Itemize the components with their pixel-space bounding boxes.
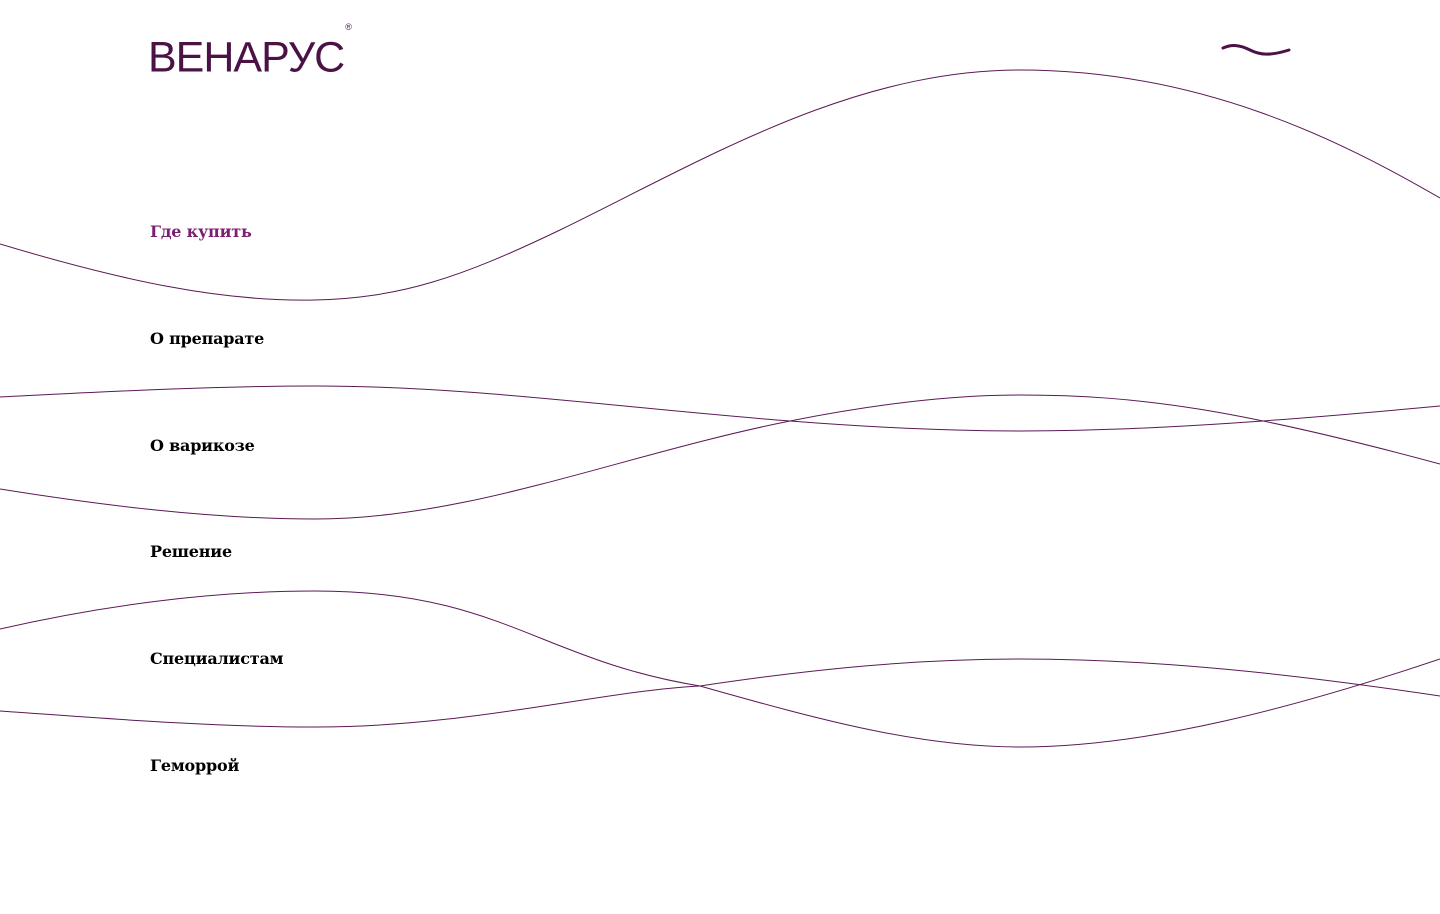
wave-line — [0, 658, 1440, 728]
nav-item-about-drug: О препарате — [150, 327, 283, 434]
nav-link-solution[interactable]: Решение — [150, 542, 232, 562]
registered-mark: ® — [345, 22, 352, 32]
nav-link-where-to-buy[interactable]: Где купить — [150, 222, 252, 241]
wave-close-icon — [1221, 44, 1291, 56]
wave-line — [0, 69, 1440, 301]
wave-line — [0, 385, 1440, 432]
logo-text: ВЕНАРУС — [148, 33, 345, 82]
menu-close-button[interactable] — [1218, 36, 1294, 68]
nav-link-hemorrhoids[interactable]: Геморрой — [150, 755, 240, 775]
nav-item-hemorrhoids: Геморрой — [150, 754, 283, 861]
nav-link-about-drug[interactable]: О препарате — [150, 328, 265, 348]
nav-item-about-varicose: О варикозе — [150, 434, 283, 541]
nav-item-specialists: Специалистам — [150, 647, 284, 754]
nav-item-where-to-buy: Где купить — [150, 220, 283, 327]
nav-link-about-varicose[interactable]: О варикозе — [150, 435, 255, 455]
nav-link-specialists[interactable]: Специалистам — [150, 649, 284, 669]
brand-logo[interactable]: ВЕНАРУС® — [148, 22, 352, 82]
main-navigation: Где купить О препарате О варикозе Решени… — [150, 220, 284, 861]
nav-item-solution: Решение — [150, 540, 283, 647]
wave-line — [0, 394, 1440, 520]
